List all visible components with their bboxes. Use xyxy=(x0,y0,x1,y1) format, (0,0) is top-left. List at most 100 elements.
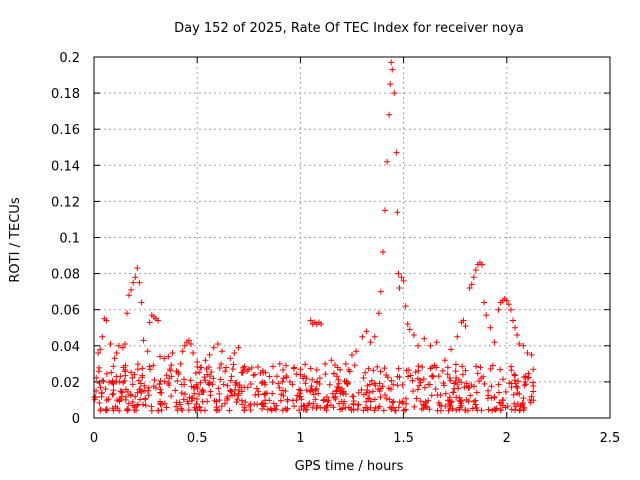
data-point xyxy=(140,401,147,408)
data-point xyxy=(382,392,389,399)
data-point xyxy=(251,371,258,378)
data-point xyxy=(418,406,425,413)
data-point xyxy=(244,384,251,391)
data-point xyxy=(132,274,139,281)
data-point xyxy=(102,386,109,393)
data-point xyxy=(297,387,304,394)
data-point xyxy=(477,364,484,371)
data-point xyxy=(470,274,477,281)
data-point xyxy=(163,372,170,379)
data-point xyxy=(493,405,500,412)
data-point xyxy=(444,364,451,371)
data-point xyxy=(499,402,506,409)
data-point xyxy=(400,277,407,284)
y-tick-label: 0.2 xyxy=(59,51,80,66)
data-point xyxy=(449,405,456,412)
data-point xyxy=(529,379,536,386)
data-point xyxy=(302,361,309,368)
data-point xyxy=(231,350,238,357)
data-point xyxy=(445,397,452,404)
data-point xyxy=(428,392,435,399)
data-point xyxy=(97,384,104,391)
data-point xyxy=(465,384,472,391)
data-point xyxy=(485,406,492,413)
data-point xyxy=(241,406,248,413)
data-point xyxy=(355,389,362,396)
data-point xyxy=(450,389,457,396)
data-point xyxy=(313,385,320,392)
data-point xyxy=(309,387,316,394)
data-point xyxy=(363,389,370,396)
data-point xyxy=(217,376,224,383)
data-point xyxy=(512,380,519,387)
data-point xyxy=(124,407,131,414)
data-point xyxy=(384,158,391,165)
data-point xyxy=(145,392,152,399)
data-point xyxy=(229,392,236,399)
data-point xyxy=(389,66,396,73)
data-point xyxy=(453,394,460,401)
data-point xyxy=(280,367,287,374)
data-point xyxy=(432,386,439,393)
tick-labels: 0 0.5 1 1.5 2 2.5 0 0.02 0.04 0.06 0.08 0.1 0.12 0.14… xyxy=(51,51,620,446)
data-point xyxy=(192,407,199,414)
data-point xyxy=(147,366,154,373)
data-point xyxy=(132,393,139,400)
y-tick-label: 0.18 xyxy=(51,87,80,102)
data-point xyxy=(202,357,209,364)
data-point xyxy=(334,364,341,371)
data-point xyxy=(173,403,180,410)
data-point xyxy=(138,388,145,395)
data-point xyxy=(222,368,229,375)
ticks xyxy=(93,56,611,419)
data-point xyxy=(187,377,194,384)
data-point xyxy=(235,344,242,351)
data-point xyxy=(226,407,233,414)
data-point xyxy=(495,381,502,388)
data-point xyxy=(375,310,382,317)
data-point xyxy=(97,405,104,412)
data-point xyxy=(489,362,496,369)
data-point xyxy=(102,407,109,414)
y-tick-label: 0.04 xyxy=(51,340,80,355)
y-tick-label: 0.06 xyxy=(51,304,80,319)
data-point xyxy=(509,317,516,324)
data-point xyxy=(481,380,488,387)
data-point xyxy=(252,392,259,399)
data-point xyxy=(201,374,208,381)
data-point xyxy=(273,402,280,409)
data-point xyxy=(454,333,461,340)
data-point xyxy=(351,362,358,369)
data-point xyxy=(116,397,123,404)
data-point xyxy=(341,378,348,385)
data-point xyxy=(229,366,236,373)
data-point xyxy=(521,382,528,389)
data-point xyxy=(124,310,131,317)
data-point xyxy=(425,381,432,388)
data-point xyxy=(134,402,141,409)
data-point xyxy=(157,377,164,384)
data-point xyxy=(264,406,271,413)
data-point xyxy=(182,391,189,398)
data-point xyxy=(520,342,527,349)
data-point xyxy=(208,368,215,375)
data-point xyxy=(117,395,124,402)
data-point xyxy=(179,348,186,355)
data-point xyxy=(129,399,136,405)
data-point xyxy=(109,391,116,398)
data-point xyxy=(157,386,164,393)
data-point xyxy=(350,400,357,407)
data-point xyxy=(169,350,176,357)
data-point xyxy=(345,404,352,411)
data-point xyxy=(349,393,356,400)
data-point xyxy=(479,261,486,268)
data-point xyxy=(282,387,289,394)
data-point xyxy=(417,398,424,405)
data-point xyxy=(386,396,393,403)
data-point xyxy=(407,372,414,379)
data-point xyxy=(497,366,504,373)
data-point xyxy=(173,399,180,406)
data-point xyxy=(334,383,341,390)
data-point xyxy=(275,380,282,387)
data-point xyxy=(459,363,466,370)
